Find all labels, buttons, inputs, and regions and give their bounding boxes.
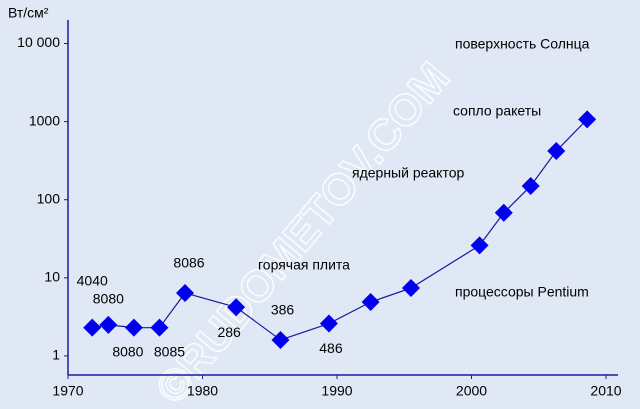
marker: [150, 318, 169, 337]
marker: [470, 236, 489, 255]
annotation: поверхность Солнца: [455, 36, 590, 52]
point-label: 286: [217, 324, 241, 340]
y-tick-label: 1000: [29, 112, 60, 128]
marker: [547, 142, 566, 161]
y-axis-label: Вт/см²: [8, 5, 49, 21]
marker: [401, 279, 420, 298]
marker: [271, 330, 290, 349]
annotation: горячая плита: [258, 257, 350, 273]
x-tick-label: 2010: [590, 383, 621, 399]
y-tick-label: 100: [37, 190, 61, 206]
annotation: процессоры Pentium: [455, 284, 589, 300]
point-label: 8086: [173, 255, 204, 271]
x-tick-label: 1980: [187, 383, 218, 399]
marker: [99, 315, 118, 334]
x-tick-label: 1990: [321, 383, 352, 399]
marker: [176, 283, 195, 302]
marker: [124, 318, 143, 337]
y-tick-label: 10 000: [17, 34, 60, 50]
marker: [578, 110, 597, 129]
annotation: сопло ракеты: [453, 103, 541, 119]
point-label: 8080: [112, 343, 143, 359]
point-label: 8085: [154, 343, 185, 359]
marker: [227, 298, 246, 317]
point-label: 386: [271, 302, 295, 318]
marker: [521, 176, 540, 195]
marker: [319, 314, 338, 333]
point-label: 486: [319, 340, 343, 356]
y-tick-label: 1: [52, 347, 60, 363]
marker: [361, 293, 380, 312]
point-label: 8080: [93, 291, 124, 307]
marker: [494, 203, 513, 222]
x-tick-label: 1970: [52, 383, 83, 399]
marker: [83, 318, 102, 337]
point-label: 4040: [77, 272, 108, 288]
y-tick-label: 10: [44, 269, 60, 285]
x-tick-label: 2000: [456, 383, 487, 399]
annotation: ядерный реактор: [352, 165, 465, 181]
